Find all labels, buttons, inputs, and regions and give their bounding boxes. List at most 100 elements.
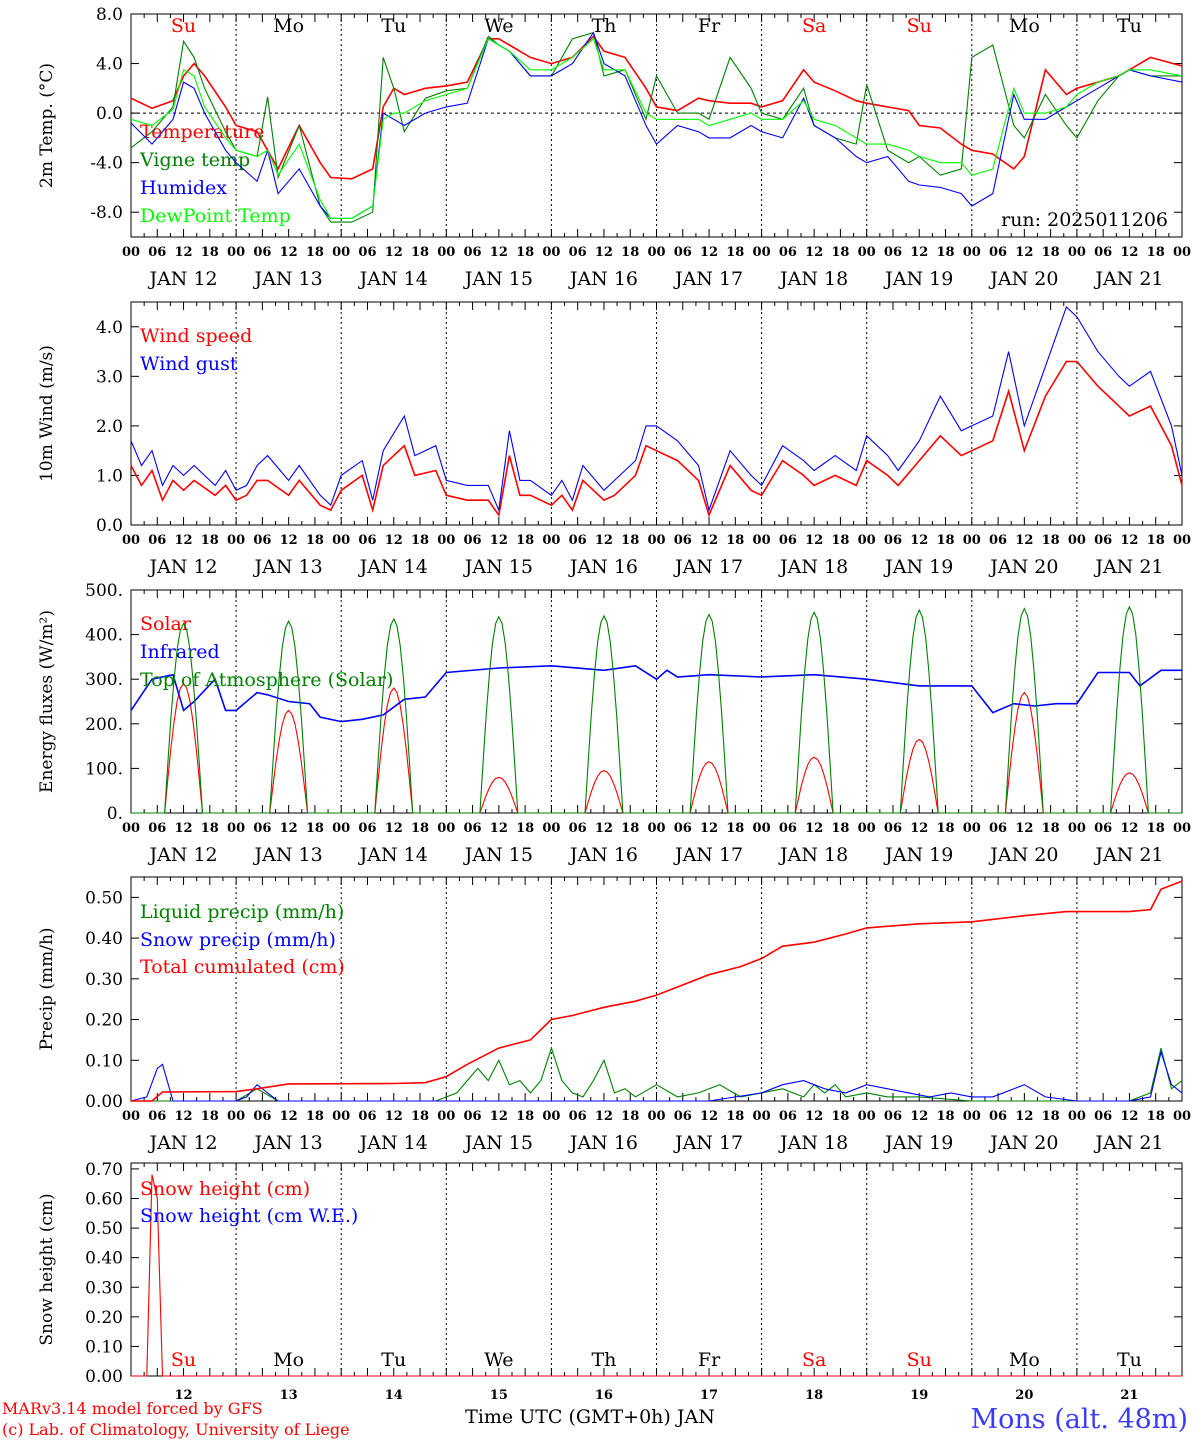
- hour-label: 18: [936, 821, 954, 836]
- hour-label: 18: [831, 1109, 849, 1124]
- hour-label: 00: [963, 533, 981, 548]
- hour-label: 00: [227, 821, 245, 836]
- panel-2: 4.0 3.0 2.0 1.0 0.0 10m Wind (m/s) 00 06 12 18 00 0…: [37, 301, 1191, 578]
- hour-label: 00: [647, 533, 665, 548]
- hour-label: 12: [910, 821, 928, 836]
- hour-label: 12: [1120, 533, 1138, 548]
- y-tick-label: 0.60: [85, 1190, 123, 1210]
- hour-label: 18: [1042, 821, 1060, 836]
- weekday-label: Sa: [802, 15, 826, 37]
- hour-label: 06: [884, 821, 902, 836]
- y-tick-label: -8.0: [90, 203, 123, 223]
- hour-label: 06: [569, 245, 587, 260]
- hour-label: 00: [1068, 245, 1086, 260]
- hour-label: 06: [253, 821, 271, 836]
- weekday-label: Mo: [1009, 15, 1040, 37]
- legend-entry: Humidex: [140, 177, 227, 199]
- y-axis-label: Snow height (cm): [37, 1193, 57, 1345]
- credit-line-1: MARv3.14 model forced by GFS: [2, 1399, 263, 1418]
- hour-label: 00: [963, 821, 981, 836]
- series-line-wind-speed: [130, 360, 1183, 518]
- panel-4: 0.50 0.40 0.30 0.20 0.10 0.00 Precip (mm/h) 00 0…: [37, 876, 1191, 1154]
- hour-label: 06: [884, 1109, 902, 1124]
- weekday-label: Su: [171, 15, 196, 37]
- hour-label: 18: [306, 821, 324, 836]
- hour-label: 18: [1042, 1109, 1060, 1124]
- hour-label: 12: [280, 245, 298, 260]
- hour-label: 06: [358, 1109, 376, 1124]
- hour-label: 18: [516, 821, 534, 836]
- date-label: JAN 19: [883, 556, 953, 578]
- y-tick-label: 0.00: [85, 1092, 123, 1112]
- hour-label: 18: [411, 1109, 429, 1124]
- hour-label: 18: [1147, 533, 1165, 548]
- hour-label: 06: [358, 821, 376, 836]
- y-tick-label: 2.0: [96, 417, 123, 437]
- hour-label: 00: [542, 821, 560, 836]
- date-label: JAN 20: [988, 268, 1058, 290]
- hour-label: 18: [201, 245, 219, 260]
- hour-label: 18: [516, 1109, 534, 1124]
- date-label: JAN 15: [463, 844, 533, 866]
- hour-label: 06: [464, 533, 482, 548]
- y-tick-label: 0.0: [96, 104, 123, 124]
- day-number-label: 18: [805, 1388, 823, 1403]
- day-number-label: 12: [175, 1388, 193, 1403]
- y-tick-label: 8.0: [96, 5, 123, 25]
- hour-label: 12: [1015, 533, 1033, 548]
- legend-entry: Snow height (cm W.E.): [140, 1205, 358, 1227]
- hour-label: 18: [306, 1109, 324, 1124]
- hour-label: 12: [595, 1109, 613, 1124]
- hour-label: 12: [595, 533, 613, 548]
- hour-label: 00: [1173, 821, 1191, 836]
- hour-label: 12: [910, 1109, 928, 1124]
- hour-label: 00: [122, 245, 140, 260]
- date-label: JAN 17: [673, 556, 743, 578]
- legend-entry: DewPoint Temp: [140, 205, 291, 227]
- hour-label: 18: [726, 821, 744, 836]
- date-label: JAN 12: [147, 556, 217, 578]
- y-tick-label: 4.0: [96, 318, 123, 338]
- hour-label: 12: [280, 1109, 298, 1124]
- hour-label: 06: [1094, 1109, 1112, 1124]
- date-label: JAN 13: [253, 268, 323, 290]
- hour-label: 18: [201, 533, 219, 548]
- hour-label: 18: [516, 245, 534, 260]
- weekday-label: Su: [907, 1349, 932, 1371]
- hour-label: 06: [253, 245, 271, 260]
- hour-label: 06: [569, 1109, 587, 1124]
- legend-entry: Liquid precip (mm/h): [140, 901, 344, 923]
- credit-line-2: (c) Lab. of Climatology, University of L…: [2, 1420, 350, 1439]
- series-line-humidex: [130, 31, 1183, 219]
- series-line-snow-height-cm-: [131, 1174, 1182, 1377]
- hour-label: 00: [753, 1109, 771, 1124]
- y-tick-label: 0.: [107, 804, 123, 824]
- hour-label: 00: [1173, 245, 1191, 260]
- series-line-solar: [131, 682, 1182, 814]
- hour-label: 06: [148, 533, 166, 548]
- hour-label: 12: [1120, 1109, 1138, 1124]
- hour-label: 00: [1068, 821, 1086, 836]
- series-line-liquid-precip-mm-h-: [131, 1046, 1183, 1102]
- date-label: JAN 17: [673, 844, 743, 866]
- hour-label: 00: [647, 821, 665, 836]
- y-axis-label: Precip (mm/h): [37, 927, 57, 1050]
- date-label: JAN 18: [778, 1132, 848, 1154]
- weekday-label: Sa: [802, 1349, 826, 1371]
- hour-label: 00: [753, 821, 771, 836]
- hour-label: 00: [122, 1109, 140, 1124]
- hour-label: 06: [148, 1109, 166, 1124]
- legend-entry: Wind speed: [140, 325, 252, 347]
- legend-entry: Wind gust: [140, 353, 238, 375]
- hour-label: 06: [464, 1109, 482, 1124]
- hour-label: 12: [700, 533, 718, 548]
- y-axis-label: 10m Wind (m/s): [37, 345, 57, 482]
- hour-label: 12: [490, 821, 508, 836]
- hour-label: 00: [1173, 533, 1191, 548]
- date-label: JAN 14: [358, 556, 428, 578]
- hour-label: 06: [989, 533, 1007, 548]
- hour-label: 00: [1173, 1109, 1191, 1124]
- hour-label: 00: [332, 533, 350, 548]
- hour-label: 18: [411, 821, 429, 836]
